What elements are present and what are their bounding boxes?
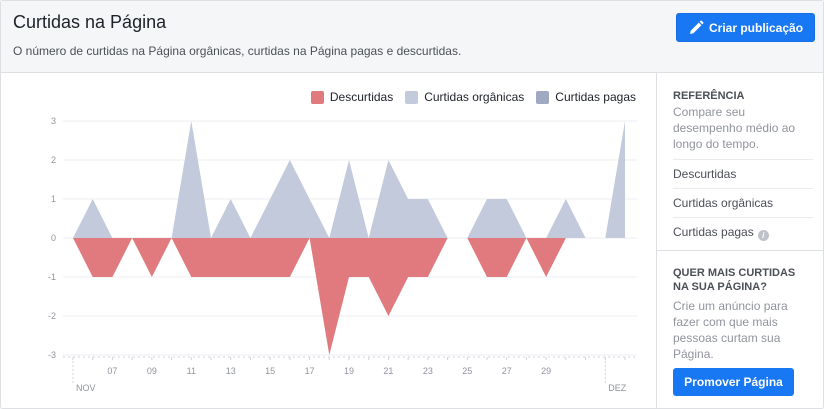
reference-title: REFERÊNCIA (673, 90, 745, 102)
reference-item-unlikes[interactable]: Descurtidas (673, 167, 737, 181)
legend-item-organic[interactable]: Curtidas orgânicas (405, 90, 524, 104)
x-tick-label: 23 (423, 366, 433, 376)
x-tick-label: 19 (344, 366, 354, 376)
x-tick-label: 29 (541, 366, 551, 376)
reference-description: Compare seu desempenho médio ao longo do… (673, 105, 796, 151)
y-tick-label: 0 (51, 233, 56, 243)
x-tick-label: 17 (305, 366, 315, 376)
x-tick-label: 07 (107, 366, 117, 376)
x-tick-label: 25 (462, 366, 472, 376)
legend-label-paid: Curtidas pagas (555, 90, 636, 104)
create-post-label: Criar publicação (709, 21, 804, 35)
y-tick-label: -2 (48, 311, 56, 321)
legend-swatch-unlikes (310, 90, 324, 104)
y-tick-label: -3 (48, 350, 56, 360)
legend-swatch-organic (405, 90, 419, 104)
divider (673, 188, 813, 189)
page-subtitle: O número de curtidas na Página orgânicas… (13, 44, 462, 58)
legend-label-organic: Curtidas orgânicas (424, 90, 525, 104)
card-header: Curtidas na Página O número de curtidas … (1, 1, 823, 73)
y-tick-label: 3 (51, 116, 56, 126)
promo-description: Crie um anúncio para fazer com que mais … (673, 299, 788, 361)
x-tick-label: 13 (226, 366, 236, 376)
reference-item-paid[interactable]: Curtidas pagas i (673, 217, 813, 246)
y-tick-label: -1 (48, 272, 56, 282)
legend-label-unlikes: Descurtidas (329, 90, 394, 104)
area-series-unlikes (73, 238, 625, 355)
promote-page-button[interactable]: Promover Página (673, 368, 794, 396)
divider (673, 217, 813, 218)
month-label: DEZ (608, 383, 627, 393)
info-icon[interactable]: i (757, 230, 769, 241)
x-tick-label: 11 (187, 366, 196, 376)
x-tick-label: 21 (383, 366, 393, 376)
promote-box: QUER MAIS CURTIDAS NA SUA PÁGINA? Crie u… (657, 250, 823, 408)
y-tick-label: 1 (51, 194, 56, 204)
legend-swatch-paid (536, 90, 550, 104)
legend-item-paid[interactable]: Curtidas pagas (536, 90, 636, 104)
x-tick-label: 27 (502, 366, 512, 376)
x-tick-label: 15 (265, 366, 275, 376)
create-post-button[interactable]: Criar publicação (676, 13, 815, 42)
chart-area: 3 2 1 0 -1 -2 -3 07 09 11 13 15 17 19 21 23 25 27 29 NOV DEZ… (1, 73, 656, 409)
page-title: Curtidas na Página (13, 12, 167, 32)
y-tick-label: 2 (51, 155, 56, 165)
reference-sidebar: REFERÊNCIA Compare seu desempenho médio … (656, 73, 823, 409)
reference-item-organic[interactable]: Curtidas orgânicas (673, 196, 774, 210)
chart-legend: Descurtidas Curtidas orgânicas Curtidas … (310, 90, 636, 104)
legend-item-unlikes[interactable]: Descurtidas (310, 90, 394, 104)
area-series-organic (73, 121, 625, 238)
reference-item-paid-label: Curtidas pagas (673, 225, 754, 239)
month-label: NOV (76, 383, 96, 393)
x-tick-label: 09 (147, 366, 157, 376)
pencil-icon (690, 20, 704, 34)
divider (673, 159, 813, 160)
promo-title: QUER MAIS CURTIDAS NA SUA PÁGINA? (673, 267, 796, 293)
